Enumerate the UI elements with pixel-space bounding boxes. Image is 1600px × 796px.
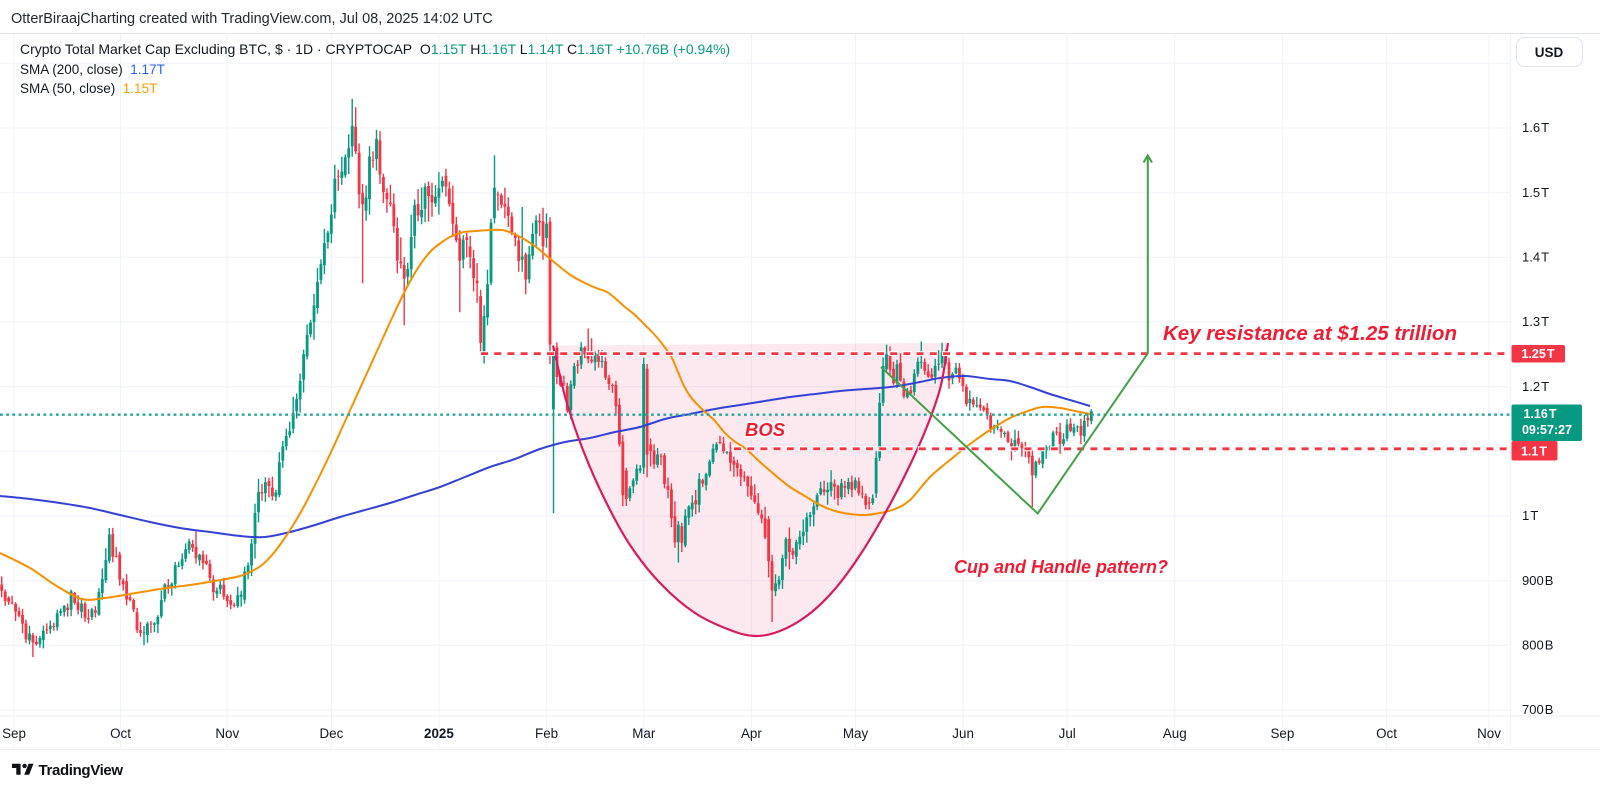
svg-text:Jul: Jul xyxy=(1059,726,1076,741)
svg-text:Feb: Feb xyxy=(535,726,558,741)
svg-text:Oct: Oct xyxy=(110,726,131,741)
svg-text:Mar: Mar xyxy=(632,726,656,741)
svg-text:TradingView: TradingView xyxy=(39,762,124,779)
svg-text:1.6 T: 1.6 T xyxy=(1522,120,1549,135)
svg-text:Nov: Nov xyxy=(1477,726,1501,741)
svg-text:OtterBiraajCharting created wi: OtterBiraajCharting created with Trading… xyxy=(11,11,493,27)
svg-text:USD: USD xyxy=(1535,45,1564,60)
svg-text:Apr: Apr xyxy=(741,726,762,741)
svg-text:2025: 2025 xyxy=(424,726,454,741)
svg-text:1.25 T: 1.25 T xyxy=(1521,347,1554,361)
svg-text:09:57:27: 09:57:27 xyxy=(1522,423,1572,437)
svg-text:1.3 T: 1.3 T xyxy=(1522,314,1549,329)
svg-text:Crypto Total Market Cap Exclud: Crypto Total Market Cap Excluding BTC, $… xyxy=(20,41,730,57)
svg-text:1.2 T: 1.2 T xyxy=(1522,379,1549,394)
svg-text:1 T: 1 T xyxy=(1522,508,1538,523)
svg-text:Nov: Nov xyxy=(215,726,239,741)
svg-text:1.1 T: 1.1 T xyxy=(1521,445,1547,459)
svg-text:Dec: Dec xyxy=(319,726,343,741)
svg-text:800 B: 800 B xyxy=(1522,638,1553,653)
svg-text:Sep: Sep xyxy=(2,726,26,741)
svg-text:Cup and Handle pattern?: Cup and Handle pattern? xyxy=(954,557,1168,577)
svg-text:1.5 T: 1.5 T xyxy=(1522,185,1549,200)
svg-text:Jun: Jun xyxy=(952,726,974,741)
svg-text:Sep: Sep xyxy=(1270,726,1294,741)
svg-text:1.16 T: 1.16 T xyxy=(1523,407,1556,421)
svg-text:Key resistance at $1.25 trilli: Key resistance at $1.25 trillion xyxy=(1163,322,1457,345)
svg-text:900 B: 900 B xyxy=(1522,573,1553,588)
svg-text:SMA (200, close) 1.17T: SMA (200, close) 1.17T xyxy=(20,62,165,77)
svg-text:Oct: Oct xyxy=(1376,726,1397,741)
svg-text:BOS: BOS xyxy=(745,419,786,440)
svg-text:SMA (50, close) 1.15T: SMA (50, close) 1.15T xyxy=(20,81,157,96)
svg-text:May: May xyxy=(843,726,869,741)
svg-text:Aug: Aug xyxy=(1163,726,1187,741)
svg-text:700 B: 700 B xyxy=(1522,702,1553,717)
svg-text:1.4 T: 1.4 T xyxy=(1522,250,1549,265)
